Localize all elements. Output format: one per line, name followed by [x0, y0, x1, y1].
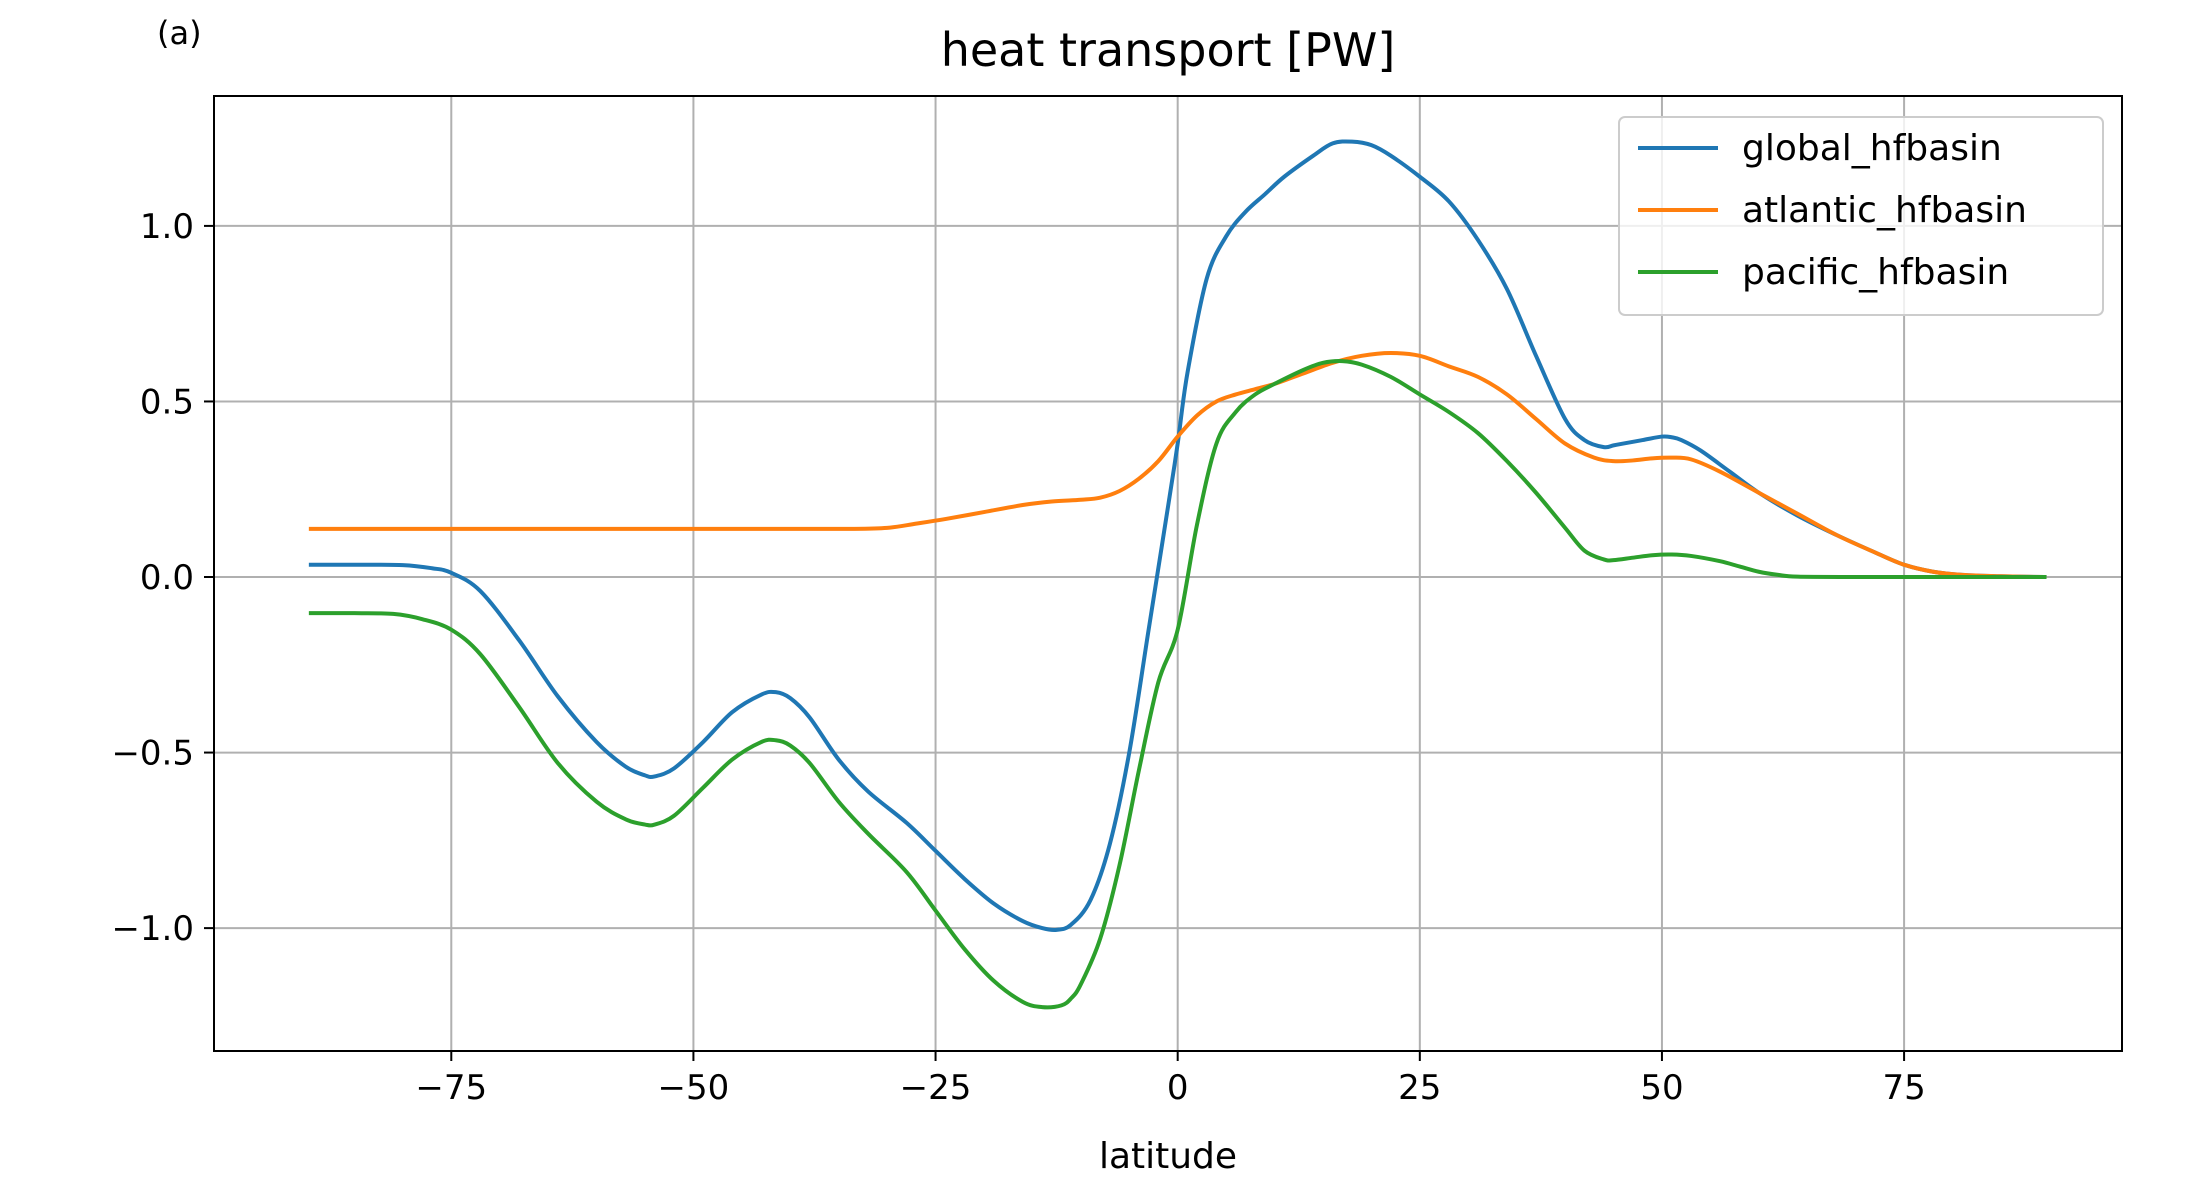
legend-entries: global_hfbasin atlantic_hfbasin pacific_hf… — [1638, 128, 2027, 293]
x-tick-label: −75 — [415, 1068, 487, 1108]
x-axis-label: latitude — [1099, 1136, 1237, 1177]
y-tick-label: 1.0 — [140, 207, 194, 247]
x-tick-label: −50 — [658, 1068, 730, 1108]
series-line-atlantic-hfbasin — [308, 351, 2047, 580]
series-lines — [308, 139, 2047, 1010]
plot-frame — [213, 95, 2123, 1052]
series-line-global-hfbasin — [308, 139, 2047, 933]
x-tick-label: 50 — [1640, 1068, 1683, 1108]
series-line-pacific-hfbasin — [308, 359, 2047, 1010]
legend-box — [1618, 116, 2104, 316]
legend-label: pacific_hfbasin — [1742, 252, 2009, 293]
y-tick-label: −0.5 — [111, 734, 194, 774]
legend-label: atlantic_hfbasin — [1742, 190, 2027, 231]
x-tick-label: 25 — [1398, 1068, 1441, 1108]
legend-label: global_hfbasin — [1742, 128, 2002, 169]
chart-title: heat transport [PW] — [941, 23, 1396, 77]
axis-ticks: −75 −50 −25 0 25 50 75 −1.0 −0.5 0.0 0.5 1.0 — [111, 207, 1925, 1108]
x-tick-label: 75 — [1882, 1068, 1925, 1108]
y-tick-label: 0.0 — [140, 558, 194, 598]
x-tick-label: −25 — [900, 1068, 972, 1108]
panel-label: (a) — [157, 14, 202, 52]
y-tick-label: 0.5 — [140, 382, 194, 422]
x-tick-label: 0 — [1167, 1068, 1189, 1108]
y-tick-label: −1.0 — [111, 909, 194, 949]
legend: global_hfbasin atlantic_hfbasin pacific_hf… — [1618, 116, 2104, 316]
